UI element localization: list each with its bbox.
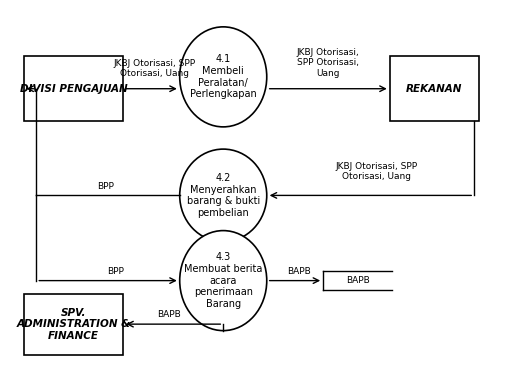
Text: BPP: BPP xyxy=(107,267,124,276)
Text: JKBJ Otorisasi, SPP
Otorisasi, Uang: JKBJ Otorisasi, SPP Otorisasi, Uang xyxy=(113,59,195,78)
Text: DIVISI PENGAJUAN: DIVISI PENGAJUAN xyxy=(20,84,127,94)
Ellipse shape xyxy=(180,149,267,242)
Bar xyxy=(24,56,123,121)
Bar xyxy=(390,56,479,121)
Text: BAPB: BAPB xyxy=(287,267,311,276)
Ellipse shape xyxy=(180,230,267,331)
Text: BAPB: BAPB xyxy=(346,276,370,285)
Text: REKANAN: REKANAN xyxy=(406,84,463,94)
Text: JKBJ Otorisasi, SPP
Otorisasi, Uang: JKBJ Otorisasi, SPP Otorisasi, Uang xyxy=(336,162,418,181)
Text: JKBJ Otorisasi,
SPP Otorisasi,
Uang: JKBJ Otorisasi, SPP Otorisasi, Uang xyxy=(297,48,360,78)
Text: BPP: BPP xyxy=(97,182,114,191)
Text: SPV.
ADMINISTRATION &
FINANCE: SPV. ADMINISTRATION & FINANCE xyxy=(16,308,131,341)
Text: 4.2
Menyerahkan
barang & bukti
pembelian: 4.2 Menyerahkan barang & bukti pembelian xyxy=(187,173,260,218)
Bar xyxy=(24,294,123,355)
Ellipse shape xyxy=(180,27,267,127)
Text: BAPB: BAPB xyxy=(157,310,181,319)
Text: 4.1
Membeli
Peralatan/
Perlengkapan: 4.1 Membeli Peralatan/ Perlengkapan xyxy=(190,55,257,99)
Text: 4.3
Membuat berita
acara
penerimaan
Barang: 4.3 Membuat berita acara penerimaan Bara… xyxy=(184,252,263,309)
